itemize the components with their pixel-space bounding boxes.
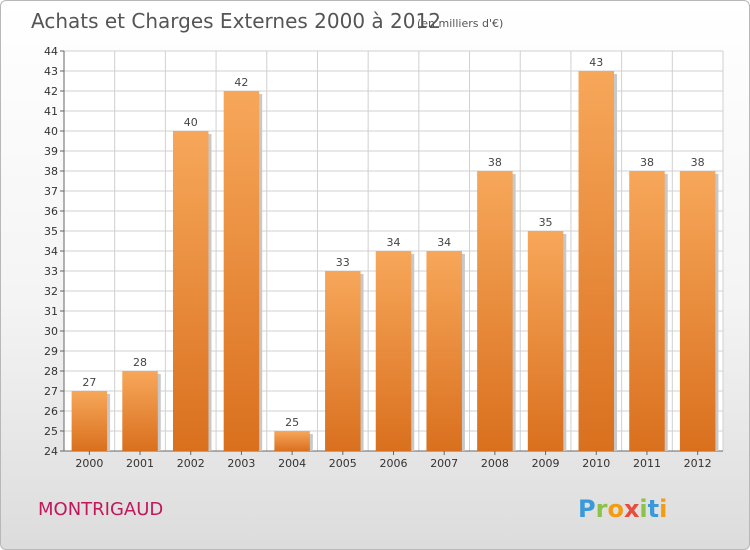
data-label: 38 [488, 156, 502, 169]
data-labels: 27 28 40 42 25 33 34 34 38 35 43 38 38 [82, 56, 704, 429]
y-tick-label: 40 [44, 125, 58, 138]
x-tick-label: 2007 [430, 457, 458, 470]
logo-letter: t [648, 495, 659, 523]
proxiti-logo: Proxiti [578, 495, 667, 523]
x-tick-label: 2011 [633, 457, 661, 470]
bar [122, 371, 158, 451]
y-tick-label: 24 [44, 445, 58, 458]
x-tick-label: 2010 [582, 457, 610, 470]
logo-letter: x [624, 495, 640, 523]
x-tick-label: 2005 [329, 457, 357, 470]
bar [426, 251, 462, 451]
y-tick-label: 36 [44, 205, 58, 218]
y-tick-label: 26 [44, 405, 58, 418]
data-label: 34 [387, 236, 401, 249]
bar [325, 271, 361, 451]
chart-title: Achats et Charges Externes 2000 à 2012 [31, 9, 441, 33]
y-tick-label: 32 [44, 285, 58, 298]
y-tick-label: 31 [44, 305, 58, 318]
y-tick-label: 39 [44, 145, 58, 158]
bar [172, 131, 209, 451]
y-tick-label: 37 [44, 185, 58, 198]
bars [71, 71, 719, 451]
x-tick-label: 2004 [278, 457, 306, 470]
data-label: 27 [82, 376, 96, 389]
y-tick-label: 44 [44, 45, 58, 58]
logo-letter: o [607, 495, 624, 523]
x-tick-label: 2003 [227, 457, 255, 470]
bar [578, 71, 615, 451]
data-label: 33 [336, 256, 350, 269]
y-tick-label: 43 [44, 65, 58, 78]
x-tick-label: 2000 [75, 457, 103, 470]
data-label: 38 [640, 156, 654, 169]
logo-letter: r [596, 495, 608, 523]
data-label: 38 [691, 156, 705, 169]
x-tick-label: 2002 [177, 457, 205, 470]
logo-letter: P [578, 495, 596, 523]
logo-letter: i [659, 495, 667, 523]
bar [223, 91, 260, 451]
data-label: 35 [539, 216, 553, 229]
y-tick-label: 41 [44, 105, 58, 118]
x-tick-label: 2006 [380, 457, 408, 470]
location-label: MONTRIGAUD [38, 499, 163, 520]
bar [527, 231, 564, 451]
bar [71, 391, 108, 451]
y-tick-label: 30 [44, 325, 58, 338]
data-label: 28 [133, 356, 147, 369]
y-tick-label: 29 [44, 345, 58, 358]
x-tick-label: 2012 [684, 457, 712, 470]
data-label: 43 [589, 56, 603, 69]
y-tick-label: 38 [44, 165, 58, 178]
bar [629, 171, 665, 451]
data-label: 34 [437, 236, 451, 249]
y-tick-label: 25 [44, 425, 58, 438]
data-label: 25 [285, 416, 299, 429]
bar [477, 171, 513, 451]
data-label: 40 [184, 116, 198, 129]
y-tick-label: 34 [44, 245, 58, 258]
x-tick-labels: 2000 2001 2002 2003 2004 2005 2006 2007 2008 2009… [75, 457, 711, 470]
bar [274, 431, 310, 451]
y-tick-labels: 24 25 26 27 28 29 30 31 32 33 34 35 36 37 38 39 40 41 42 43… [44, 45, 58, 458]
y-tick-label: 35 [44, 225, 58, 238]
data-label: 42 [234, 76, 248, 89]
y-tick-label: 33 [44, 265, 58, 278]
y-tick-label: 28 [44, 365, 58, 378]
logo-letter: i [639, 495, 647, 523]
x-tick-label: 2008 [481, 457, 509, 470]
x-tick-label: 2009 [532, 457, 560, 470]
chart-subtitle: (en milliers d'€) [417, 17, 503, 30]
bar [375, 251, 412, 451]
y-tick-label: 42 [44, 85, 58, 98]
x-tick-label: 2001 [126, 457, 154, 470]
y-tick-label: 27 [44, 385, 58, 398]
bar [679, 171, 716, 451]
